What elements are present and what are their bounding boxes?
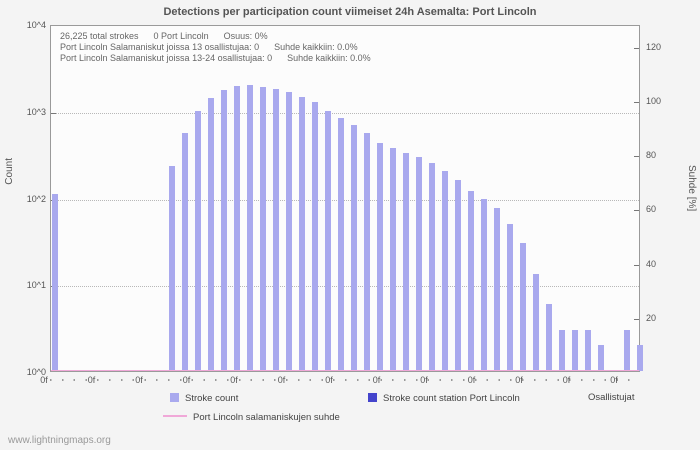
x-axis-tick-label: 0f [325,375,333,385]
stroke-count-bar [182,132,188,371]
legend-label-station-stroke-count: Stroke count station Port Lincoln [383,393,520,404]
y2-axis-tick-label: 40 [646,258,657,269]
y2-axis-tick-mark [634,318,639,320]
ratio-line-swatch [163,415,187,417]
annotation-line-13-24: Port Lincoln Salamaniskut joissa 13-24 o… [60,53,371,63]
x-axis-tick-label: 0f [562,375,571,385]
stroke-count-bar [377,142,383,371]
stroke-count-bar [390,148,396,371]
stroke-count-bar [585,329,591,371]
legend-item-station-stroke-count: Stroke count station Port Lincoln [368,393,520,404]
y2-axis-tick-label: 120 [646,41,662,52]
y2-axis-tick-label: 100 [646,95,662,106]
stroke-count-bar [520,242,526,371]
stroke-count-bar [546,303,552,371]
x-axis-tick-label: 0f [467,375,476,385]
x-axis-tick-label: 0f [230,375,238,385]
stroke-count-bar [429,162,435,371]
y2-axis-tick-mark [634,210,639,212]
y2-axis-title: Suhde [%] [686,165,697,212]
stroke-count-bar [403,152,409,371]
x-axis-tick-label: 0f [182,375,191,385]
x-axis-tick-label: 0f [40,375,48,385]
x-axis-tick-label: 0f [515,375,523,385]
y2-axis-tick-label: 20 [646,312,657,323]
y-axis-tick-label: 10^1 [26,280,46,291]
y2-axis-tick-mark [634,156,639,158]
stroke-count-bar [481,199,487,371]
stroke-count-bar [351,125,357,371]
y-axis-tick-label: 10^4 [26,20,46,30]
gridline [51,286,639,288]
stroke-count-bar [221,89,227,371]
annotation-block: 26,225 total strokes 0 Port Lincoln Osuu… [60,31,371,64]
x-axis-tick-label: 0f [277,375,286,385]
stroke-count-bar [442,171,448,371]
x-axis-tick-label: 0f [135,375,143,385]
chart-title: Detections per participation count viime… [163,6,537,18]
stroke-count-bar [325,110,331,371]
y2-axis-tick-label: 80 [646,150,657,161]
y-axis-tick-label: 10^2 [26,193,46,204]
stroke-count-bar [312,102,318,371]
stroke-count-bar [624,329,630,371]
x-axis-tick-label: 0f [372,375,381,385]
station-stroke-count-swatch [368,393,377,402]
stroke-count-bar [169,166,175,371]
stroke-count-bar [468,190,474,371]
stroke-count-bar [195,110,201,371]
stroke-count-bar [299,96,305,371]
legend-label-stroke-count: Stroke count [185,393,239,404]
stroke-count-bar [507,223,513,371]
stroke-count-bar [598,344,604,371]
y2-axis-tick-mark [634,101,639,103]
y2-axis-tick-label: 60 [646,204,657,215]
y-axis-tick-label: 10^0 [26,367,46,377]
y-axis-tick-label: 10^3 [26,106,46,117]
x-axis-minor-ticks [50,379,640,381]
stroke-count-bar [637,344,643,371]
y-axis-tick-mark [51,112,56,114]
y-axis-title: Count [4,158,15,185]
stroke-count-bar [208,98,214,371]
stroke-count-bar [234,85,240,371]
legend-item-stroke-count: Stroke count [170,393,238,404]
stroke-count-bar [338,118,344,371]
stroke-count-bar [364,133,370,371]
stroke-count-bar [455,179,461,371]
stroke-count-bar [494,208,500,371]
x-axis-tick-label: 0f [610,375,618,385]
y2-axis-tick-mark [634,47,639,49]
ratio-line [51,370,639,371]
legend-label-ratio: Port Lincoln salamaniskujen suhde [193,412,340,423]
annotation-line-13: Port Lincoln Salamaniskut joissa 13 osal… [60,42,358,52]
gridline [51,199,639,201]
stroke-count-bar [247,84,253,371]
stroke-count-bar [559,329,565,371]
stroke-count-bar [52,193,58,371]
gridline [51,112,639,114]
y2-axis-tick-mark [634,264,639,266]
stroke-count-swatch [170,393,179,402]
x-axis-tick-label: 0f [420,375,428,385]
stroke-count-bar [533,274,539,371]
lightningmaps-link[interactable]: www.lightningmaps.org [8,435,111,446]
x-axis-title: Osallistujat [588,392,635,403]
stroke-count-bar [572,329,578,371]
x-axis-tick-label: 0f [87,375,96,385]
stroke-count-bar [260,86,266,371]
stroke-count-bar [273,88,279,371]
stroke-count-bar [416,157,422,371]
plot-area [50,25,643,372]
stroke-count-bar [286,91,292,371]
annotation-line-total: 26,225 total strokes 0 Port Lincoln Osuu… [60,31,268,41]
legend-item-ratio: Port Lincoln salamaniskujen suhde [163,412,340,423]
